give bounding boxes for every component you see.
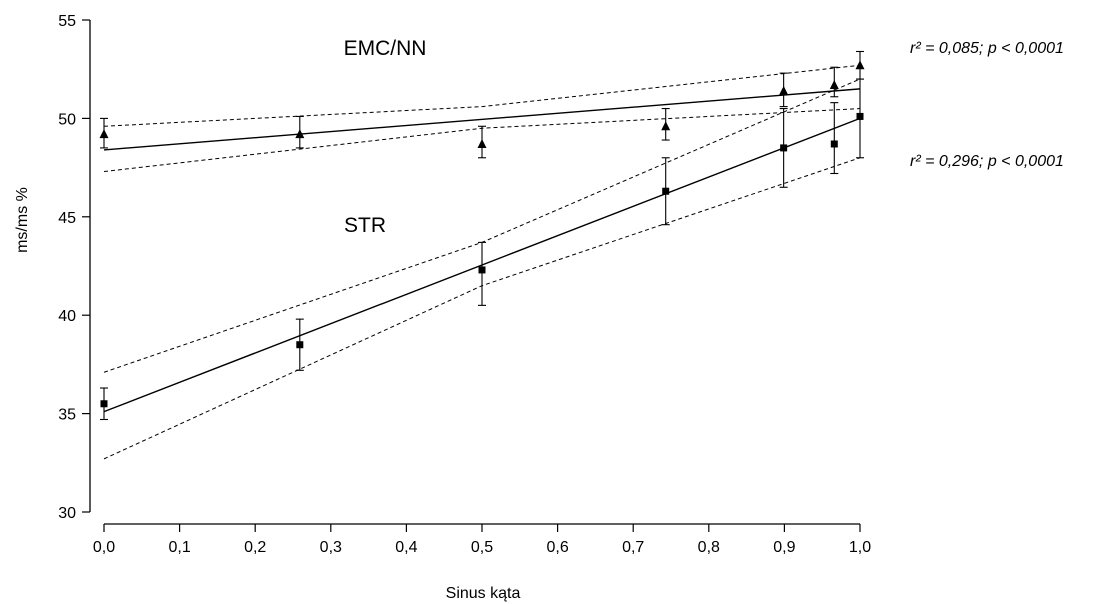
- y-tick-label: 50: [58, 111, 76, 128]
- x-tick-label: 0,8: [698, 539, 720, 556]
- x-tick-label: 0,7: [622, 539, 644, 556]
- x-tick-label: 0,5: [471, 539, 493, 556]
- y-axis-title: ms/ms %: [14, 187, 31, 253]
- x-tick-label: 0,9: [773, 539, 795, 556]
- series-label-emc-nn: EMC/NN: [344, 37, 427, 60]
- x-axis-title: Sinus kąta: [446, 585, 521, 602]
- x-tick-label: 0,6: [546, 539, 568, 556]
- data-point-emc-nn: [829, 79, 839, 89]
- x-tick-label: 1,0: [849, 539, 871, 556]
- x-tick-label: 0,1: [168, 539, 190, 556]
- x-tick-label: 0,4: [395, 539, 417, 556]
- data-point-emc-nn: [779, 85, 789, 95]
- regression-line-emc-nn: [103, 88, 861, 151]
- series-label-str: STR: [344, 214, 386, 237]
- confidence-band-str: [103, 78, 861, 373]
- data-points: [99, 60, 865, 408]
- x-tick-label: 0,3: [320, 539, 342, 556]
- data-point-emc-nn: [661, 121, 671, 131]
- data-point-str: [856, 112, 864, 120]
- annotation-str: r² = 0,296; p < 0,0001: [910, 153, 1064, 170]
- data-point-str: [478, 266, 486, 274]
- y-tick-label: 40: [58, 308, 76, 325]
- axes: 0,0 0,1 0,2 0,3 0,4 0,5 0,6 0,7 0,8 0,9 1,0 30 35 40 4…: [58, 13, 871, 556]
- confidence-band-emc-nn: [103, 64, 861, 127]
- data-point-emc-nn: [295, 129, 305, 139]
- annotation-emc-nn: r² = 0,085; p < 0,0001: [910, 40, 1064, 57]
- y-tick-label: 45: [58, 210, 76, 227]
- data-point-emc-nn: [99, 129, 109, 139]
- y-tick-label: 55: [58, 13, 76, 30]
- data-point-str: [662, 187, 670, 195]
- data-point-str: [830, 140, 838, 148]
- data-point-emc-nn: [855, 60, 865, 70]
- y-tick-label: 35: [58, 407, 76, 424]
- x-tick-label: 0,0: [93, 539, 115, 556]
- confidence-band-str: [103, 157, 861, 460]
- data-point-emc-nn: [477, 138, 487, 148]
- x-tick-label: 0,2: [244, 539, 266, 556]
- y-tick-label: 30: [58, 505, 76, 522]
- data-point-str: [100, 400, 108, 408]
- data-point-str: [296, 341, 304, 349]
- data-point-str: [780, 144, 788, 152]
